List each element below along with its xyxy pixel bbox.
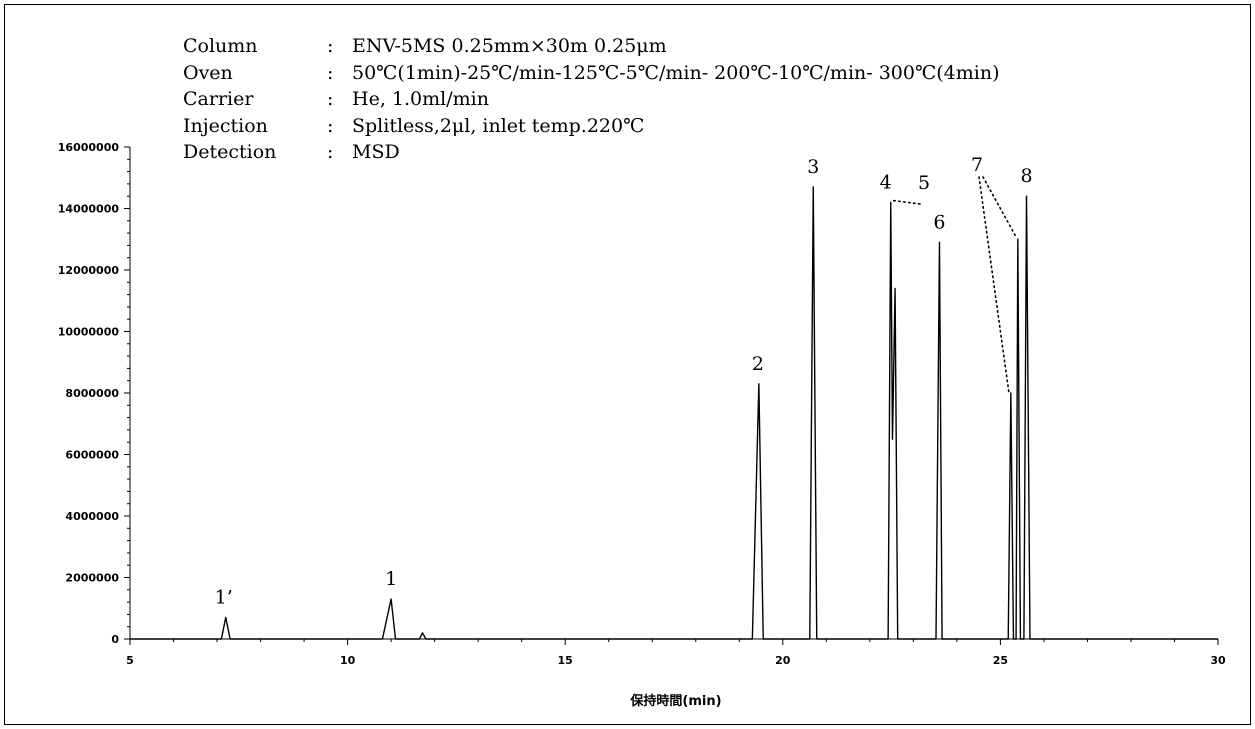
y-tick-label: 10000000 (58, 326, 120, 339)
y-tick-label: 14000000 (58, 203, 120, 216)
peak-leader-lines (890, 176, 1018, 393)
x-tick-label: 20 (775, 654, 791, 667)
peak-label: 6 (933, 211, 945, 233)
x-tick-label: 15 (558, 654, 573, 667)
y-tick-label: 16000000 (58, 141, 120, 154)
leader-line (978, 176, 1010, 393)
condition-colon: : (327, 88, 334, 110)
condition-value: MSD (352, 141, 400, 163)
leader-line (890, 199, 921, 205)
peak-label: 5 (918, 172, 930, 194)
condition-label: Oven (183, 62, 233, 84)
x-tick-label: 10 (340, 654, 356, 667)
axes (129, 147, 1218, 640)
condition-value: Splitless,2μl, inlet temp.220℃ (352, 115, 645, 137)
condition-colon: : (327, 115, 334, 137)
x-axis-title: 保持時間(min) (629, 693, 721, 709)
condition-label: Injection (183, 115, 268, 137)
x-tick-label: 30 (1210, 654, 1226, 667)
chart-frame: 0 2000000 4000000 6000000 8000000 10000000 120… (4, 4, 1251, 725)
chromatogram-chart: 0200000040000006000000800000010000000120… (58, 141, 1226, 709)
chromatogram-line (130, 186, 1218, 640)
peak-label: 7 (971, 154, 983, 176)
condition-label: Detection (183, 141, 277, 163)
condition-value: ENV-5MS 0.25mm×30m 0.25μm (352, 35, 667, 57)
condition-label: Column (183, 35, 258, 57)
condition-colon: : (327, 35, 334, 57)
peak-label: 8 (1020, 165, 1032, 187)
peak-label: 2 (752, 353, 764, 375)
x-tick-label: 25 (993, 654, 1008, 667)
peak-labels: 1’ 1 2 3 4 56 8 7 (215, 154, 1033, 608)
y-tick-label: 6000000 (65, 449, 119, 462)
y-tick-label: 8000000 (65, 387, 119, 400)
y-tick-label: 0 (111, 633, 119, 646)
condition-colon: : (327, 62, 334, 84)
condition-colon: : (327, 141, 334, 163)
condition-value: He, 1.0ml/min (352, 88, 489, 110)
condition-label: Carrier (183, 88, 254, 110)
signal-trace (130, 186, 1218, 640)
peak-label: 3 (807, 156, 819, 178)
x-tick-label: 5 (126, 654, 134, 667)
condition-value: 50℃(1min)-25℃/min-125℃-5℃/min- 200℃-10℃/… (352, 62, 1000, 84)
y-tick-label: 2000000 (65, 572, 119, 585)
axis-ticks: 0200000040000006000000800000010000000120… (58, 141, 1226, 667)
peak-label: 4 (880, 171, 892, 193)
leader-line (982, 176, 1018, 240)
peak-label: 1’ (215, 586, 233, 608)
y-tick-label: 12000000 (58, 264, 120, 277)
y-tick-label: 4000000 (65, 510, 119, 523)
peak-label: 1 (385, 568, 397, 590)
